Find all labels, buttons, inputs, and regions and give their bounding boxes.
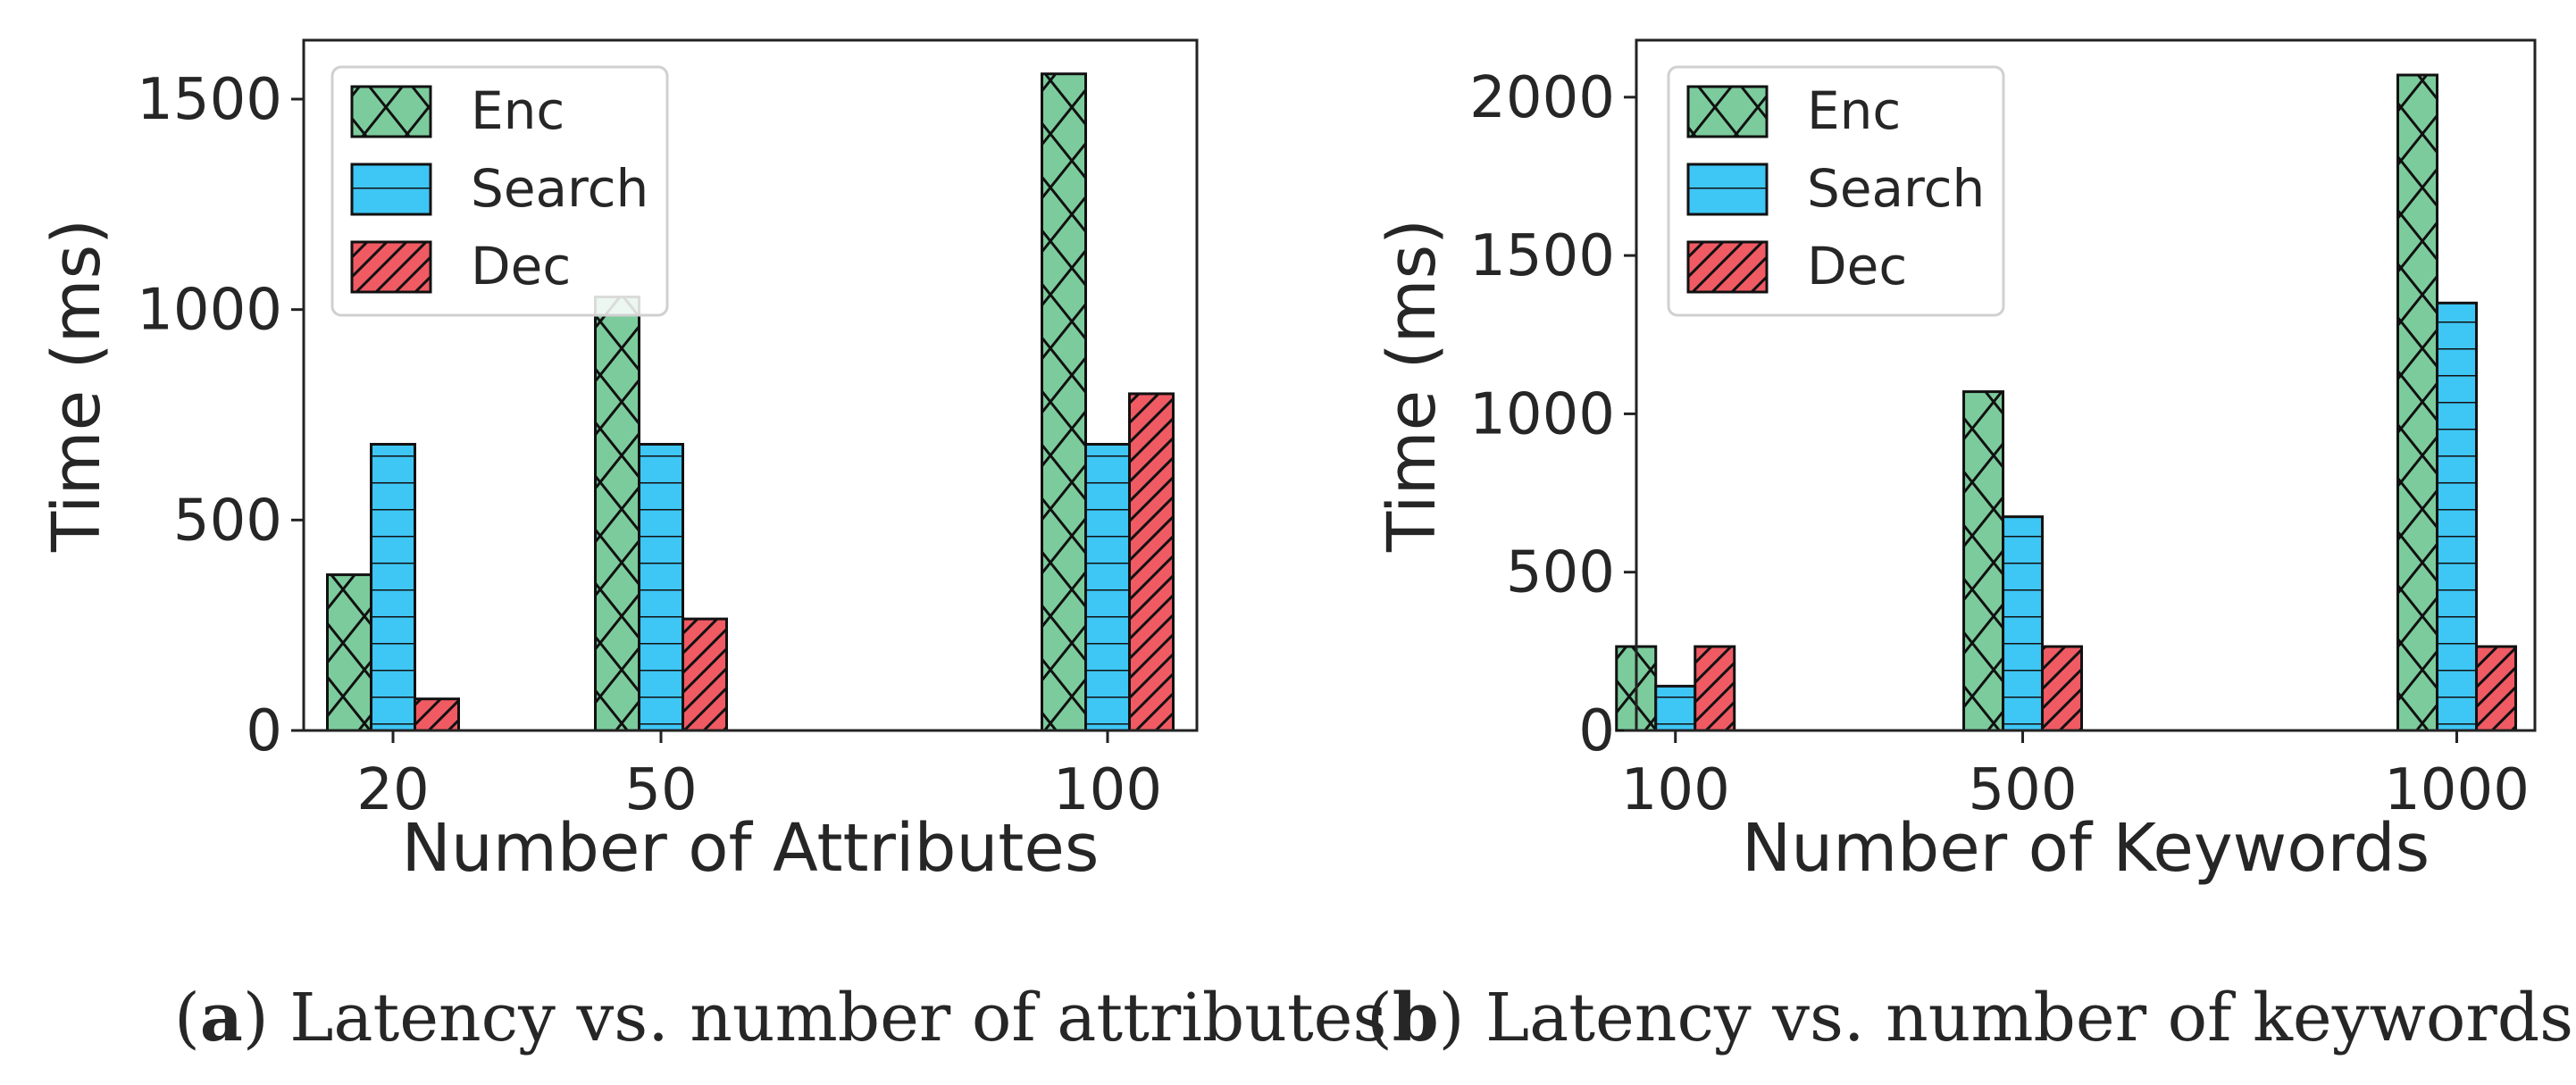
bar-hatch (1962, 390, 2005, 732)
bar-search-500 (2002, 515, 2045, 732)
bar-hatch (1041, 72, 1087, 732)
x-tick-label: 100 (1053, 757, 1162, 823)
bar-enc-1000 (2396, 73, 2439, 732)
x-tick-label: 100 (1621, 757, 1730, 823)
x-axis-label: Number of Keywords (1742, 810, 2430, 887)
caption-a-text: Latency vs. number of attributes (269, 980, 1387, 1056)
legend-swatch (1686, 85, 1769, 138)
caption-a: (a) Latency vs. number of attributes (174, 980, 1386, 1056)
bar-search-20 (370, 442, 416, 732)
bars (1615, 73, 2518, 732)
legend-label: Dec (1807, 236, 1907, 296)
x-axis-label: Number of Attributes (402, 810, 1100, 887)
x-tick-label: 500 (1968, 757, 2077, 823)
x-axis-ticks: 100 500 1000 (1621, 730, 2530, 823)
bar-search-100 (1654, 684, 1697, 732)
bar-hatch (682, 617, 728, 732)
y-axis-label: Time (ms) (38, 219, 115, 553)
legend-swatch (350, 240, 432, 294)
bar-dec-100 (1128, 392, 1175, 732)
caption-b: (b) Latency vs. number of keywords (1367, 980, 2573, 1056)
bar-hatch (1084, 442, 1131, 732)
x-tick-label: 1000 (2384, 757, 2530, 823)
bar-enc-500 (1962, 390, 2005, 732)
y-tick-label: 500 (173, 488, 282, 554)
legend-item-dec: Dec (350, 236, 571, 296)
bar-dec-100 (1694, 645, 1736, 732)
y-tick-label: 1000 (137, 278, 282, 344)
legend-label: Dec (471, 236, 571, 296)
legend-swatch (1686, 163, 1769, 216)
bar-dec-50 (682, 617, 728, 732)
legend: Enc Search Dec (1667, 65, 2005, 317)
bar-search-100 (1084, 442, 1131, 732)
legend-item-search: Search (1686, 158, 1985, 219)
bar-hatch (638, 442, 684, 732)
bar-hatch (2041, 645, 2084, 732)
x-axis-ticks: 20 50 100 (356, 730, 1162, 823)
bar-hatch (414, 697, 460, 732)
legend: Enc Search Dec (330, 65, 669, 317)
y-axis-ticks: 0 500 1000 1500 (137, 67, 304, 764)
y-tick-label: 0 (246, 698, 282, 764)
legend-label: Enc (1807, 80, 1901, 141)
bar-enc-50 (594, 296, 640, 732)
bar-hatch (2002, 515, 2045, 732)
caption-b-text: Latency vs. number of keywords (1465, 980, 2574, 1056)
legend-swatch (350, 163, 432, 216)
y-tick-label: 1500 (137, 67, 282, 133)
y-tick-label: 1500 (1469, 223, 1615, 289)
y-axis-ticks: 0 500 1000 1500 2000 (1469, 65, 1636, 764)
legend-label: Search (471, 158, 648, 219)
caption-a-letter: a (200, 980, 243, 1056)
y-tick-label: 0 (1578, 698, 1615, 764)
bar-hatch (370, 442, 416, 732)
y-tick-label: 500 (1506, 540, 1615, 606)
chart-panel-a: 0 500 1000 1500 20 50 100 Number of Attribute… (38, 38, 1199, 887)
legend-item-dec: Dec (1686, 236, 1907, 296)
bar-hatch (1654, 684, 1697, 732)
bar-search-50 (638, 442, 684, 732)
legend-item-enc: Enc (350, 80, 565, 141)
bar-hatch (326, 573, 372, 732)
bar-dec-1000 (2475, 645, 2518, 732)
legend-item-search: Search (350, 158, 648, 219)
y-tick-label: 1000 (1469, 381, 1615, 447)
legend-swatch (350, 85, 432, 138)
bar-hatch (2396, 73, 2439, 732)
bar-search-1000 (2436, 301, 2479, 732)
y-axis-label: Time (ms) (1374, 219, 1451, 553)
chart-panel-b: 0 500 1000 1500 2000 100 500 1000 Number of Ke… (1374, 38, 2537, 887)
legend-swatch (1686, 240, 1769, 294)
legend-item-enc: Enc (1686, 80, 1901, 141)
legend-label: Search (1807, 158, 1985, 219)
y-tick-label: 2000 (1469, 65, 1615, 131)
bar-hatch (1128, 392, 1175, 732)
caption-b-letter: b (1393, 980, 1439, 1056)
legend-label: Enc (471, 80, 565, 141)
bar-enc-20 (326, 573, 372, 732)
x-tick-label: 50 (624, 757, 697, 823)
bar-dec-20 (414, 697, 460, 732)
bar-hatch (2475, 645, 2518, 732)
plot-frame (302, 38, 1199, 732)
bar-hatch (2436, 301, 2479, 732)
bar-hatch (1694, 645, 1736, 732)
bar-enc-100 (1041, 72, 1087, 732)
plot-frame (1635, 38, 2537, 732)
bars (326, 72, 1175, 732)
x-tick-label: 20 (356, 757, 429, 823)
bar-hatch (594, 296, 640, 732)
bar-dec-500 (2041, 645, 2084, 732)
